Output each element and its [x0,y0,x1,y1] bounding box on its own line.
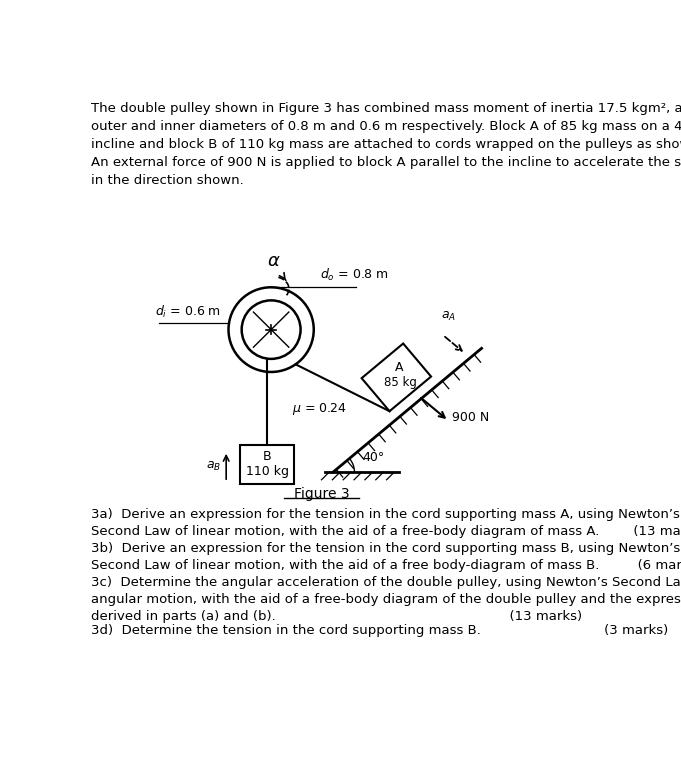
Text: B
110 kg: B 110 kg [246,451,289,479]
Text: 3c)  Determine the angular acceleration of the double pulley, using Newton’s Sec: 3c) Determine the angular acceleration o… [91,576,681,589]
Text: $d_o$ = 0.8 m: $d_o$ = 0.8 m [320,267,389,284]
Text: 3a)  Derive an expression for the tension in the cord supporting mass A, using N: 3a) Derive an expression for the tension… [91,508,680,521]
Text: $\alpha$: $\alpha$ [268,252,281,270]
Text: A: A [394,361,403,374]
Text: $a_A$: $a_A$ [441,310,456,323]
Text: 3d)  Determine the tension in the cord supporting mass B.                       : 3d) Determine the tension in the cord su… [91,624,669,637]
Polygon shape [362,343,431,411]
Bar [240,445,294,483]
Text: The double pulley shown in Figure 3 has combined mass moment of inertia 17.5 kgm: The double pulley shown in Figure 3 has … [91,103,681,187]
Text: 900 N: 900 N [452,410,490,423]
Text: Second Law of linear motion, with the aid of a free body-diagram of mass B.     : Second Law of linear motion, with the ai… [91,559,681,572]
Text: Figure 3: Figure 3 [294,487,349,501]
Text: 40°: 40° [362,451,385,465]
Text: Second Law of linear motion, with the aid of a free-body diagram of mass A.     : Second Law of linear motion, with the ai… [91,525,681,538]
Text: $a_B$: $a_B$ [206,460,221,473]
Text: 3b)  Derive an expression for the tension in the cord supporting mass B, using N: 3b) Derive an expression for the tension… [91,542,680,555]
Text: angular motion, with the aid of a free-body diagram of the double pulley and the: angular motion, with the aid of a free-b… [91,593,681,606]
Text: $d_i$ = 0.6 m: $d_i$ = 0.6 m [155,304,221,319]
Text: derived in parts (a) and (b).                                                   : derived in parts (a) and (b). [91,610,582,623]
Text: 85 kg: 85 kg [384,376,417,389]
Text: $\mu$ = 0.24: $\mu$ = 0.24 [292,401,347,417]
